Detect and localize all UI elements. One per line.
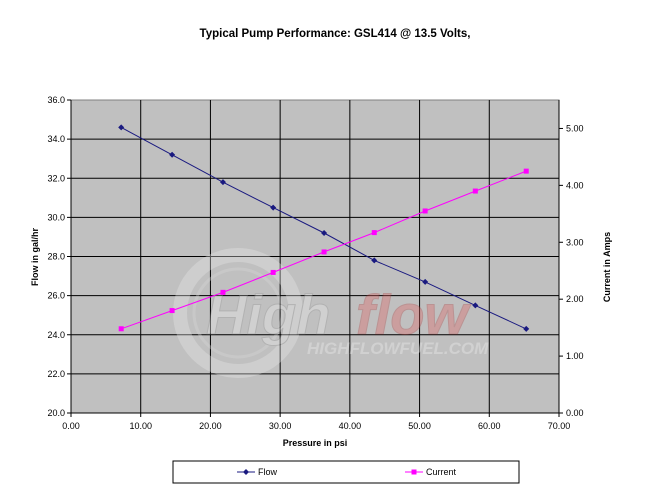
- y-tick-label: 30.0: [47, 212, 65, 222]
- watermark-site-text: HIGHFLOWFUEL.COM: [307, 339, 489, 358]
- legend-flow-label: Flow: [258, 467, 278, 477]
- current-point: [371, 230, 377, 236]
- x-tick-label: 0.00: [62, 421, 80, 431]
- current-point: [270, 269, 276, 275]
- highflow-watermark-logo: High flow HIGHFLOWFUEL.COM: [173, 248, 489, 378]
- legend-current-marker: [411, 469, 417, 475]
- y-tick-label: 28.0: [47, 252, 65, 262]
- x-tick-label: 30.00: [269, 421, 292, 431]
- current-point: [220, 289, 226, 295]
- current-point: [321, 249, 327, 255]
- y-tick-label: 36.0: [47, 95, 65, 105]
- x-tick-label: 70.00: [548, 421, 571, 431]
- y2-tick-label: 2.00: [566, 294, 584, 304]
- x-tick-label: 20.00: [199, 421, 222, 431]
- watermark-logo-text: High: [206, 283, 330, 346]
- legend-current-label: Current: [426, 467, 457, 477]
- current-point: [472, 188, 478, 194]
- y-tick-label: 24.0: [47, 330, 65, 340]
- flow-point: [169, 151, 176, 158]
- axis-ticks: 20.0 22.0 24.0 26.0 28.0 30.0 32.0 34.0 36.0 0.00…: [47, 95, 583, 431]
- y2-tick-label: 3.00: [566, 237, 584, 247]
- chart-title: Typical Pump Performance: GSL414 @ 13.5 …: [200, 28, 471, 40]
- gridlines: [71, 100, 559, 413]
- x-tick-label: 40.00: [339, 421, 362, 431]
- y-tick-label: 32.0: [47, 173, 65, 183]
- y2-tick-label: 1.00: [566, 351, 584, 361]
- x-axis-label: Pressure in psi: [283, 438, 348, 448]
- y2-axis-label: Current in Amps: [602, 232, 612, 302]
- flow-point: [321, 230, 328, 237]
- y2-tick-label: 0.00: [566, 408, 584, 418]
- legend-flow-marker: [243, 469, 249, 475]
- y-tick-label: 20.0: [47, 408, 65, 418]
- legend-box: [172, 460, 520, 484]
- y2-tick-label: 4.00: [566, 180, 584, 190]
- flow-point: [523, 325, 530, 332]
- y-tick-label: 26.0: [47, 291, 65, 301]
- current-point: [169, 308, 175, 314]
- legend: Flow Current: [172, 460, 520, 484]
- x-tick-label: 10.00: [129, 421, 152, 431]
- current-point: [523, 168, 529, 174]
- flow-point: [371, 257, 378, 264]
- y2-tick-label: 5.00: [566, 123, 584, 133]
- current-point: [422, 208, 428, 214]
- x-tick-label: 50.00: [408, 421, 431, 431]
- y-tick-label: 34.0: [47, 134, 65, 144]
- flow-point: [472, 302, 479, 309]
- flow-point: [219, 179, 226, 186]
- y-axis-label: Flow in gal/hr: [30, 228, 40, 286]
- flow-point: [270, 204, 277, 211]
- y-tick-label: 22.0: [47, 369, 65, 379]
- current-point: [118, 326, 124, 332]
- flow-point: [422, 278, 429, 285]
- x-tick-label: 60.00: [478, 421, 501, 431]
- series-layer: [118, 124, 530, 332]
- watermark-logo-text-accent: flow: [356, 283, 471, 346]
- flow-point: [118, 124, 125, 131]
